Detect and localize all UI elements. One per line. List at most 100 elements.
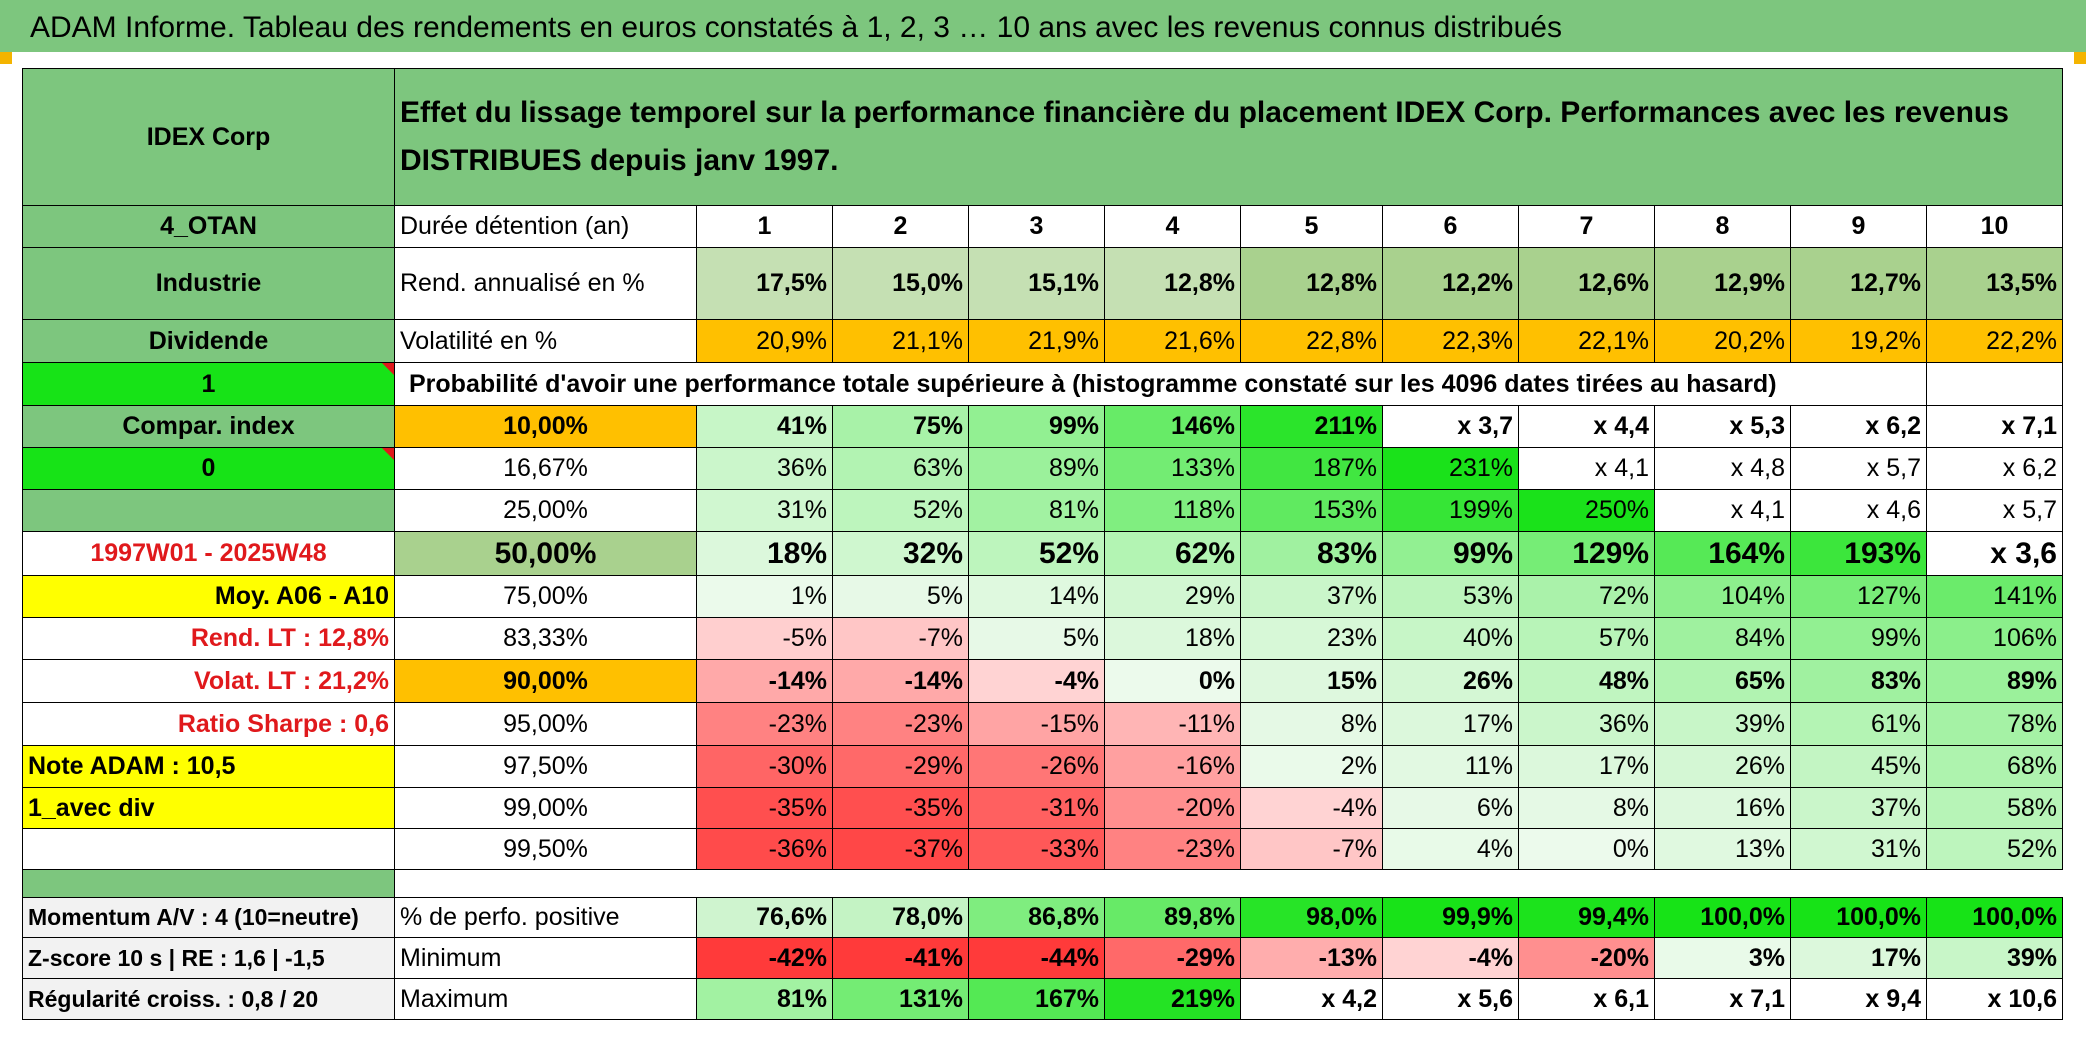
quantile-value: 89%: [968, 447, 1105, 490]
max-value: 167%: [968, 978, 1105, 1020]
quantile-value: 118%: [1104, 489, 1241, 532]
quantile-value: 146%: [1104, 405, 1241, 448]
quantile-value: 250%: [1518, 489, 1655, 532]
year-header: 2: [832, 205, 969, 248]
quantile-value: 31%: [1790, 828, 1927, 870]
quantile-value: -4%: [1240, 787, 1383, 829]
flag-zero: 0: [22, 447, 395, 490]
company-name: IDEX Corp: [22, 68, 395, 206]
max-label: Maximum: [394, 978, 697, 1020]
quantile-value: 75%: [832, 405, 969, 448]
quantile-value: 11%: [1382, 745, 1519, 788]
quantile-value: 48%: [1518, 659, 1655, 703]
quantile-label: 97,50%: [394, 745, 697, 788]
quantile-label: 16,67%: [394, 447, 697, 490]
min-value: -41%: [832, 937, 969, 979]
table-row: Volat. LT : 21,2% 90,00% -14% -14% -4% 0% 15% 2…: [22, 659, 2063, 703]
quantile-value: 99%: [1382, 531, 1519, 576]
max-value: x 5,6: [1382, 978, 1519, 1020]
proba-label: Probabilité d'avoir une performance tota…: [394, 362, 1927, 406]
quantile-label: 99,50%: [394, 828, 697, 870]
positive-value: 89,8%: [1104, 897, 1241, 938]
max-value: x 10,6: [1926, 978, 2063, 1020]
quantile-label: 75,00%: [394, 575, 697, 618]
vol-label: Volatilité en %: [394, 319, 697, 363]
quantile-value: 106%: [1926, 617, 2063, 660]
quantile-value: -37%: [832, 828, 969, 870]
table-row: Dividende Volatilité en % 20,9% 21,1% 21,9% 2…: [22, 319, 2063, 363]
table-row: Note ADAM : 10,5 97,50% -30% -29% -26% -16% 2%…: [22, 745, 2063, 788]
quantile-value: 63%: [832, 447, 969, 490]
quantile-value: -16%: [1104, 745, 1241, 788]
quantile-value: 32%: [832, 531, 969, 576]
quantile-value: 187%: [1240, 447, 1383, 490]
max-value: x 9,4: [1790, 978, 1927, 1020]
table-row: 25,00% 31% 52% 81% 118% 153% 199% 250% x 4,1 x 4,…: [22, 489, 2063, 532]
max-value: 131%: [832, 978, 969, 1020]
quantile-value: x 6,2: [1790, 405, 1927, 448]
quantile-value: 164%: [1654, 531, 1791, 576]
mode-label: Dividende: [22, 319, 395, 363]
year-header: 7: [1518, 205, 1655, 248]
quantile-value: 231%: [1382, 447, 1519, 490]
rend-value: 15,0%: [832, 247, 969, 320]
quantile-value: -33%: [968, 828, 1105, 870]
quantile-value: 0%: [1104, 659, 1241, 703]
quantile-value: 0%: [1518, 828, 1655, 870]
quantile-value: -4%: [968, 659, 1105, 703]
quantile-value: 16%: [1654, 787, 1791, 829]
year-header: 1: [696, 205, 833, 248]
positive-value: 100,0%: [1654, 897, 1791, 938]
vol-value: 22,3%: [1382, 319, 1519, 363]
quantile-value: 65%: [1654, 659, 1791, 703]
min-label: Minimum: [394, 937, 697, 979]
quantile-value: -31%: [968, 787, 1105, 829]
quantile-value: 68%: [1926, 745, 2063, 788]
quantile-value: -7%: [832, 617, 969, 660]
vol-value: 21,1%: [832, 319, 969, 363]
quantile-value: 153%: [1240, 489, 1383, 532]
quantile-value: 5%: [832, 575, 969, 618]
positive-value: 99,9%: [1382, 897, 1519, 938]
quantile-label: 99,00%: [394, 787, 697, 829]
quantile-value: 41%: [696, 405, 833, 448]
positive-value: 100,0%: [1926, 897, 2063, 938]
quantile-value: 199%: [1382, 489, 1519, 532]
quantile-value: 57%: [1518, 617, 1655, 660]
compar-label: Compar. index: [22, 405, 395, 448]
quantile-value: 45%: [1790, 745, 1927, 788]
rend-value: 12,9%: [1654, 247, 1791, 320]
max-value: 219%: [1104, 978, 1241, 1020]
quantile-value: 141%: [1926, 575, 2063, 618]
table-row: Ratio Sharpe : 0,6 95,00% -23% -23% -15% -11%…: [22, 702, 2063, 746]
corner-marker: [0, 52, 12, 64]
quantile-value: 99%: [968, 405, 1105, 448]
positive-value: 100,0%: [1790, 897, 1927, 938]
quantile-value: 83%: [1240, 531, 1383, 576]
quantile-value: 211%: [1240, 405, 1383, 448]
quantile-value: -23%: [1104, 828, 1241, 870]
min-value: -13%: [1240, 937, 1383, 979]
quantile-value: x 4,8: [1654, 447, 1791, 490]
quantile-value: 18%: [1104, 617, 1241, 660]
table-row: [22, 869, 2063, 898]
empty-cell: [22, 489, 395, 532]
table-row: Régularité croiss. : 0,8 / 20 Maximum 81% 1…: [22, 978, 2063, 1020]
quantile-value: -36%: [696, 828, 833, 870]
moy-label: Moy. A06 - A10: [22, 575, 395, 618]
quantile-value: x 5,7: [1790, 447, 1927, 490]
table-row: Rend. LT : 12,8% 83,33% -5% -7% 5% 18% 23% 40% 5…: [22, 617, 2063, 660]
year-header: 5: [1240, 205, 1383, 248]
quantile-value: -35%: [832, 787, 969, 829]
table-row: Z-score 10 s | RE : 1,6 | -1,5 Minimum -42…: [22, 937, 2063, 979]
quantile-value: 18%: [696, 531, 833, 576]
max-value: x 4,2: [1240, 978, 1383, 1020]
quantile-value: 8%: [1240, 702, 1383, 746]
table-row: Moy. A06 - A10 75,00% 1% 5% 14% 29% 37% 53% 72% 1…: [22, 575, 2063, 618]
quantile-value: x 6,2: [1926, 447, 2063, 490]
vol-value: 22,2%: [1926, 319, 2063, 363]
table-row: Momentum A/V : 4 (10=neutre)% de perfo. …: [22, 897, 2063, 938]
positive-value: 98,0%: [1240, 897, 1383, 938]
quantile-value: 72%: [1518, 575, 1655, 618]
min-value: -29%: [1104, 937, 1241, 979]
